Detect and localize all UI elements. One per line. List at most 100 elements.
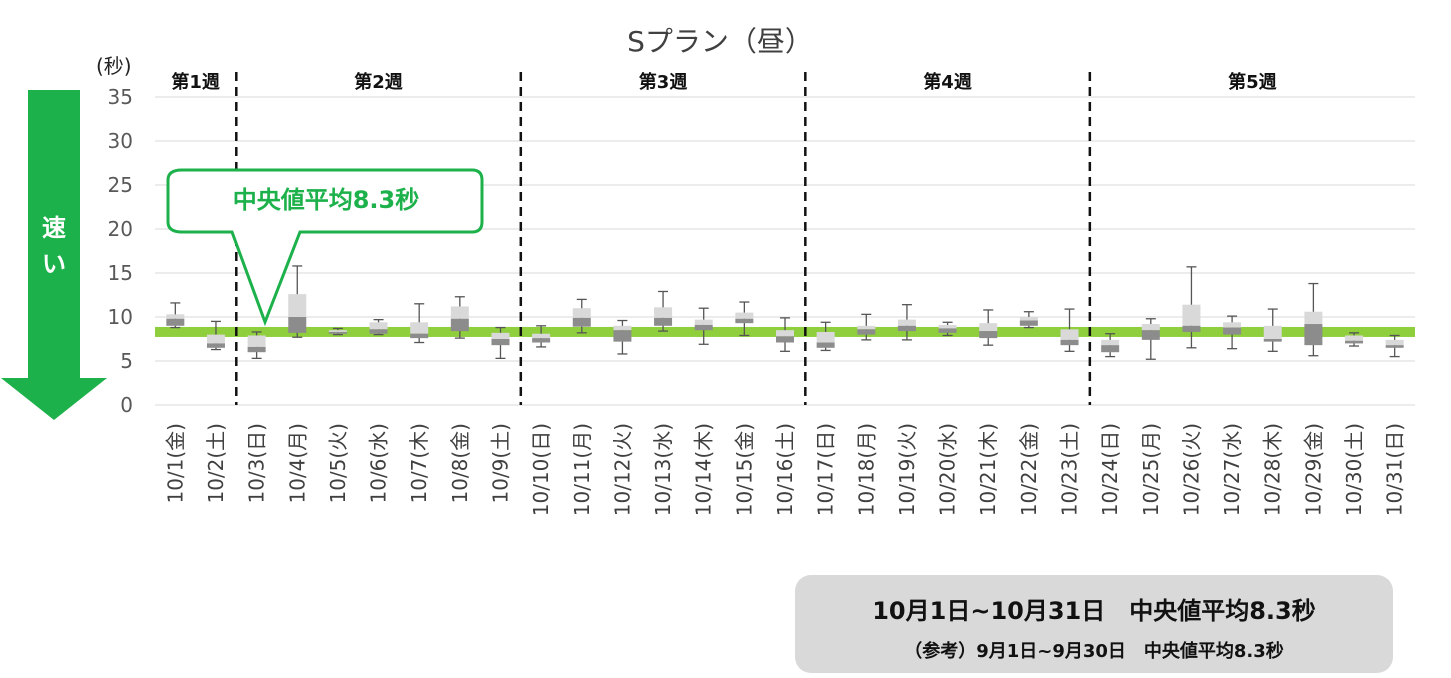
- box-lower: [1019, 320, 1038, 326]
- down-arrow-icon: [1, 90, 107, 420]
- box-lower: [1385, 345, 1404, 348]
- x-tick-label: 10/6(水): [367, 423, 391, 504]
- arrow-label: 速い: [42, 214, 66, 278]
- faster-arrow: [1, 90, 107, 420]
- box-lower: [654, 317, 673, 326]
- box-lower: [735, 318, 754, 324]
- box-20: [979, 309, 998, 346]
- box-upper: [288, 294, 307, 317]
- x-tick-label: 10/29(金): [1301, 423, 1325, 516]
- box-25: [1182, 266, 1201, 349]
- box-27: [1263, 308, 1282, 352]
- box-26: [1223, 315, 1242, 350]
- week-label: 第3週: [639, 71, 688, 93]
- box-8: [491, 326, 510, 360]
- box-upper: [1182, 304, 1201, 326]
- week-label: 第1週: [171, 71, 220, 93]
- box-upper: [897, 319, 916, 326]
- box-upper: [816, 331, 835, 343]
- box-15: [776, 317, 794, 352]
- box-upper: [450, 306, 469, 319]
- box-4: [328, 327, 347, 336]
- box-lower: [410, 333, 429, 339]
- box-lower: [938, 328, 957, 333]
- x-tick-label: 10/5(火): [326, 423, 350, 504]
- x-tick-label: 10/4(月): [285, 423, 309, 504]
- box-upper: [1019, 317, 1038, 321]
- box-lower: [1182, 325, 1201, 332]
- box-lower: [857, 329, 876, 335]
- week-label: 第2週: [354, 71, 403, 93]
- box-7: [450, 296, 469, 339]
- box-lower: [532, 338, 551, 343]
- box-upper: [1263, 325, 1282, 339]
- y-tick-label: 35: [108, 85, 133, 109]
- box-21: [1019, 311, 1038, 329]
- y-tick-label: 15: [108, 261, 133, 285]
- week-label: 第5週: [1228, 71, 1277, 93]
- box-upper: [410, 322, 429, 334]
- box-lower: [1101, 345, 1120, 353]
- summary-main: 10月1日~10月31日 中央値平均8.3秒: [872, 597, 1316, 625]
- box-lower: [491, 339, 510, 346]
- box-11: [613, 319, 632, 355]
- box-upper: [1345, 335, 1364, 341]
- x-tick-label: 10/19(火): [895, 423, 919, 516]
- x-tick-label: 10/13(水): [651, 423, 675, 516]
- x-tick-label: 10/3(日): [245, 423, 269, 504]
- box-upper: [1141, 324, 1160, 331]
- box-1: [206, 320, 225, 351]
- box-lower: [288, 317, 307, 333]
- box-lower: [1060, 339, 1079, 346]
- box-upper: [1101, 339, 1120, 346]
- box-14: [735, 301, 754, 337]
- box-upper: [938, 324, 957, 329]
- box-17: [857, 313, 876, 341]
- box-6: [410, 303, 429, 344]
- box-lower: [572, 317, 591, 327]
- summary-box: 10月1日~10月31日 中央値平均8.3秒 （参考）9月1日~9月30日 中央…: [795, 575, 1393, 673]
- box-5: [369, 318, 388, 336]
- box-lower: [369, 329, 388, 334]
- x-tick-label: 10/12(火): [610, 423, 634, 516]
- box-lower: [1345, 340, 1364, 344]
- box-3: [288, 265, 307, 338]
- x-tick-label: 10/28(木): [1261, 423, 1285, 516]
- x-tick-label: 10/7(木): [407, 423, 431, 504]
- box-24: [1141, 318, 1160, 360]
- summary-reference: （参考）9月1日~9月30日 中央値平均8.3秒: [904, 641, 1284, 662]
- box-lower: [1263, 339, 1282, 342]
- y-tick-label: 10: [108, 305, 133, 329]
- box-lower: [328, 331, 347, 334]
- y-tick-label: 0: [120, 393, 133, 417]
- y-axis: 0 5 10 15 20 25 30 35: [108, 85, 133, 417]
- box-lower: [247, 346, 266, 353]
- box-upper: [735, 312, 754, 319]
- box-18: [897, 304, 916, 341]
- x-axis: 10/1(金) 10/2(土) 10/3(日) 10/4(月) 10/5(火) 10/6(…: [163, 423, 1406, 516]
- x-tick-label: 10/9(土): [488, 423, 512, 504]
- box-0: [166, 302, 185, 329]
- x-tick-label: 10/15(金): [732, 423, 756, 516]
- box-23: [1101, 333, 1120, 358]
- box-lower: [166, 318, 185, 326]
- box-upper: [1223, 322, 1242, 328]
- x-tick-label: 10/18(月): [854, 423, 878, 516]
- y-tick-label: 5: [120, 349, 133, 373]
- box-lower: [694, 324, 713, 331]
- box-upper: [1060, 329, 1079, 340]
- week-label: 第4週: [923, 71, 972, 93]
- box-upper: [857, 325, 876, 330]
- box-upper: [1304, 311, 1323, 325]
- y-axis-unit: (秒): [96, 54, 132, 78]
- box-upper: [206, 334, 225, 344]
- week-separators: 第1週 第2週 第3週 第4週 第5週: [171, 71, 1277, 405]
- x-tick-label: 10/31(日): [1383, 423, 1407, 516]
- x-tick-label: 10/23(土): [1058, 423, 1082, 516]
- box-lower: [1304, 324, 1323, 346]
- x-tick-label: 10/26(火): [1179, 423, 1203, 516]
- box-19: [938, 321, 957, 337]
- x-tick-label: 10/11(月): [570, 423, 594, 516]
- box-upper: [532, 333, 551, 339]
